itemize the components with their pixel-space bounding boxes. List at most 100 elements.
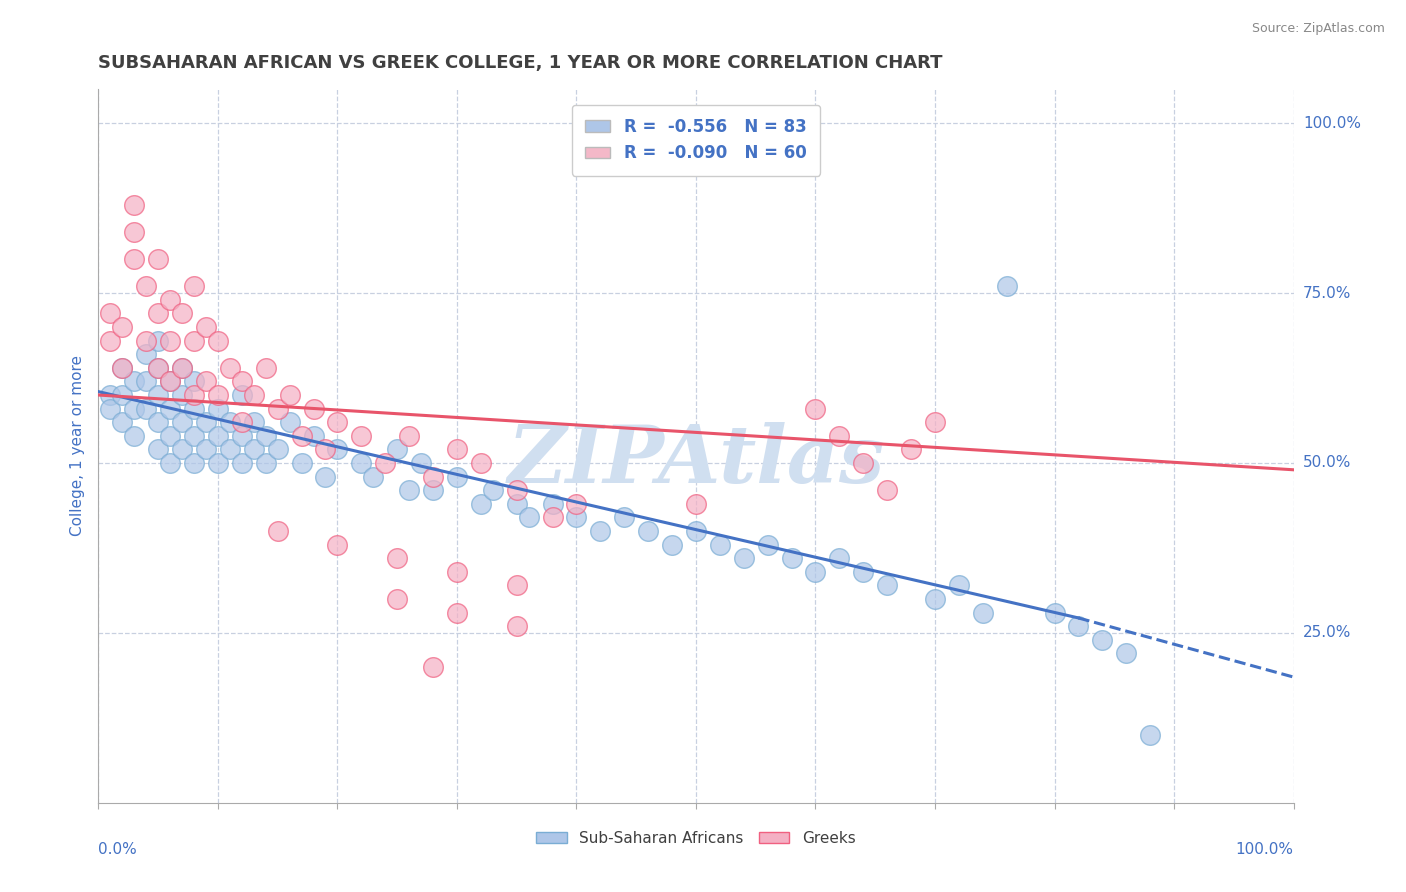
Point (291, 429, 314, 443)
Point (243, 415, 266, 429)
Point (470, 456, 492, 470)
Point (159, 375, 181, 389)
Point (804, 565, 827, 579)
Text: 75.0%: 75.0% (1303, 285, 1351, 301)
Point (124, 252, 146, 266)
Point (148, 252, 170, 266)
Point (135, 279, 157, 293)
Point (709, 537, 731, 551)
Point (159, 456, 181, 470)
Point (207, 334, 229, 348)
Point (470, 497, 492, 511)
Text: 0.0%: 0.0% (98, 842, 138, 857)
Point (995, 279, 1018, 293)
Point (172, 360, 194, 375)
Point (219, 415, 242, 429)
Point (685, 524, 707, 538)
Point (267, 442, 290, 457)
Point (195, 442, 218, 457)
Point (124, 401, 146, 416)
Text: SUBSAHARAN AFRICAN VS GREEK COLLEGE, 1 YEAR OR MORE CORRELATION CHART: SUBSAHARAN AFRICAN VS GREEK COLLEGE, 1 Y… (98, 54, 943, 72)
Point (613, 510, 636, 524)
Point (207, 388, 229, 402)
Point (219, 360, 242, 375)
Point (243, 388, 266, 402)
Point (172, 442, 194, 457)
Point (183, 388, 205, 402)
Point (481, 483, 505, 498)
Point (111, 388, 134, 402)
Point (385, 442, 409, 457)
Point (148, 442, 170, 457)
Point (733, 551, 755, 566)
Point (207, 401, 229, 416)
Point (637, 524, 659, 538)
Point (111, 320, 134, 334)
Point (159, 429, 181, 443)
Point (326, 442, 349, 457)
Point (183, 401, 205, 416)
Point (231, 415, 253, 429)
Point (350, 429, 373, 443)
Point (948, 578, 970, 592)
Point (422, 469, 444, 483)
Text: 50.0%: 50.0% (1303, 456, 1351, 470)
Point (278, 415, 301, 429)
Point (124, 225, 146, 239)
Point (302, 401, 325, 416)
Point (195, 415, 218, 429)
Point (159, 334, 181, 348)
Point (183, 429, 205, 443)
Point (517, 510, 540, 524)
Point (183, 375, 205, 389)
Point (148, 334, 170, 348)
Point (972, 606, 994, 620)
Point (219, 442, 242, 457)
Point (98, 334, 122, 348)
Point (195, 375, 218, 389)
Point (1043, 606, 1066, 620)
Point (159, 293, 181, 307)
Point (385, 551, 409, 566)
Point (398, 483, 420, 498)
Point (924, 415, 946, 429)
Point (924, 591, 946, 606)
Point (98, 388, 122, 402)
Point (135, 334, 157, 348)
Point (350, 456, 373, 470)
Point (422, 483, 444, 498)
Point (756, 537, 779, 551)
Point (804, 401, 827, 416)
Y-axis label: College, 1 year or more: College, 1 year or more (69, 356, 84, 536)
Point (159, 375, 181, 389)
Point (111, 360, 134, 375)
Point (172, 415, 194, 429)
Text: 100.0%: 100.0% (1303, 116, 1361, 131)
Point (541, 510, 564, 524)
Point (411, 456, 433, 470)
Point (506, 578, 529, 592)
Point (124, 375, 146, 389)
Point (876, 578, 898, 592)
Point (135, 401, 157, 416)
Point (148, 415, 170, 429)
Point (183, 334, 205, 348)
Point (98, 401, 122, 416)
Point (148, 306, 170, 320)
Point (780, 551, 803, 566)
Point (446, 606, 468, 620)
Point (231, 429, 253, 443)
Point (267, 524, 290, 538)
Point (1139, 728, 1161, 742)
Point (326, 415, 349, 429)
Point (111, 415, 134, 429)
Point (1067, 619, 1090, 633)
Point (124, 429, 146, 443)
Point (385, 591, 409, 606)
Point (363, 469, 385, 483)
Point (111, 360, 134, 375)
Point (828, 551, 851, 566)
Point (685, 497, 707, 511)
Point (422, 660, 444, 674)
Point (828, 429, 851, 443)
